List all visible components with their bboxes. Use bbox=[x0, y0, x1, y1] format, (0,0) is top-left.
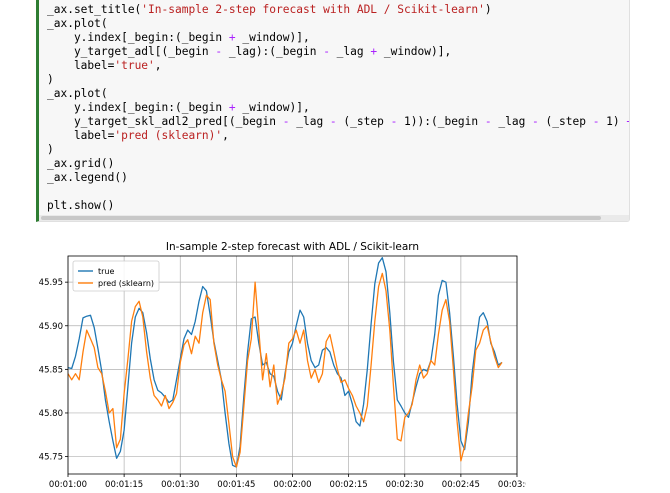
code-line: _ax.plot( bbox=[47, 87, 629, 101]
code-operator-token: - bbox=[532, 115, 539, 128]
code-token: ) bbox=[484, 3, 492, 16]
code-operator-token: - bbox=[323, 45, 330, 58]
x-tick-label: 00:02:00 bbox=[273, 480, 311, 490]
code-token: y_target_adl[(_begin bbox=[47, 45, 216, 58]
code-token: , bbox=[154, 59, 162, 72]
series-line-pred bbox=[67, 272, 503, 468]
code-token: 1)):(_begin bbox=[397, 115, 485, 128]
code-operator-token: + bbox=[370, 45, 378, 58]
code-line: label='pred (sklearn)', bbox=[47, 129, 629, 143]
code-token: _window)], bbox=[377, 45, 452, 58]
legend-label: true bbox=[98, 267, 114, 276]
code-token: ) bbox=[47, 143, 54, 156]
scrollbar-thumb[interactable] bbox=[41, 216, 601, 220]
x-tick-label: 00:02:45 bbox=[442, 480, 480, 490]
x-tick-label: 00:01:30 bbox=[161, 480, 199, 490]
code-editor[interactable]: _ax.set_title('In-sample 2-step forecast… bbox=[47, 3, 629, 213]
code-token: _window)], bbox=[235, 101, 310, 114]
code-token: _ax.set_title( bbox=[47, 3, 142, 16]
code-operator-token: - bbox=[484, 115, 492, 128]
code-token: _window)], bbox=[235, 31, 310, 44]
code-line: _ax.grid() bbox=[47, 157, 629, 171]
code-operator-token: - bbox=[592, 115, 600, 128]
code-token: _ax.plot( bbox=[47, 87, 108, 100]
y-tick-label: 45.75 bbox=[39, 453, 63, 463]
x-tick-label: 00:01:45 bbox=[217, 480, 255, 490]
code-token: _ax.plot( bbox=[47, 17, 108, 30]
x-tick-label: 00:01:00 bbox=[49, 480, 87, 490]
code-line: plt.show() bbox=[47, 199, 629, 213]
code-string-token: 'pred (sklearn)' bbox=[114, 129, 223, 142]
code-token: plt.show() bbox=[47, 199, 115, 212]
plot-frame bbox=[67, 255, 518, 475]
code-token: (_step bbox=[538, 115, 593, 128]
output-chart: In-sample 2-step forecast with ADL / Sci… bbox=[39, 241, 526, 490]
code-string-token: 'true' bbox=[114, 59, 155, 72]
code-line: _ax.legend() bbox=[47, 171, 629, 185]
code-string-token: 'In-sample 2-step forecast with ADL / Sc… bbox=[141, 3, 485, 16]
code-operator-token: + bbox=[228, 31, 236, 44]
code-token: 1) bbox=[599, 115, 627, 128]
x-tick-label: 00:03:00 bbox=[498, 480, 526, 490]
legend-box bbox=[72, 260, 160, 292]
code-line: _ax.plot( bbox=[47, 17, 629, 31]
code-line: _ax.set_title('In-sample 2-step forecast… bbox=[47, 3, 629, 17]
code-token: label= bbox=[47, 59, 115, 72]
code-token: _ax.grid() bbox=[47, 157, 115, 170]
code-line: label='true', bbox=[47, 59, 629, 73]
code-token: _ax.legend() bbox=[47, 171, 128, 184]
y-tick-label: 45.90 bbox=[39, 322, 63, 332]
y-tick-label: 45.95 bbox=[39, 278, 63, 288]
code-line: ) bbox=[47, 73, 629, 87]
chart-title: In-sample 2-step forecast with ADL / Sci… bbox=[166, 241, 419, 253]
code-operator-token: + bbox=[228, 101, 236, 114]
code-token: _lag):(_begin bbox=[222, 45, 324, 58]
code-operator-token: - bbox=[329, 115, 337, 128]
y-tick-label: 45.80 bbox=[39, 409, 63, 419]
code-cell[interactable]: _ax.set_title('In-sample 2-step forecast… bbox=[36, 0, 630, 222]
code-line: y.index[_begin:(_begin + _window)], bbox=[47, 101, 629, 115]
y-tick-label: 45.85 bbox=[39, 365, 63, 375]
code-token: y_target_skl_adl2_pred[(_begin bbox=[47, 115, 283, 128]
code-token: y.index[_begin:(_begin bbox=[47, 101, 229, 114]
code-line: y_target_adl[(_begin - _lag):(_begin - _… bbox=[47, 45, 629, 59]
code-line: y.index[_begin:(_begin + _window)], bbox=[47, 31, 629, 45]
x-tick-label: 00:01:15 bbox=[105, 480, 143, 490]
code-token: label= bbox=[47, 129, 115, 142]
code-token: (_step bbox=[336, 115, 391, 128]
code-operator-token: + bbox=[626, 115, 629, 128]
code-line: y_target_skl_adl2_pred[(_begin - _lag - … bbox=[47, 115, 629, 129]
legend-label: pred (sklearn) bbox=[98, 279, 154, 288]
code-token: _lag bbox=[329, 45, 371, 58]
code-operator-token: - bbox=[390, 115, 398, 128]
code-token: y.index[_begin:(_begin bbox=[47, 31, 229, 44]
code-operator-token: - bbox=[282, 115, 290, 128]
code-token: _lag bbox=[491, 115, 533, 128]
code-operator-token: - bbox=[215, 45, 223, 58]
code-token: _lag bbox=[289, 115, 330, 128]
code-token: ) bbox=[47, 73, 54, 86]
code-token: , bbox=[222, 129, 229, 142]
x-tick-label: 00:02:30 bbox=[386, 480, 424, 490]
code-line: ) bbox=[47, 143, 629, 157]
code-line bbox=[47, 185, 629, 199]
horizontal-scrollbar[interactable] bbox=[39, 215, 629, 221]
x-tick-label: 00:02:15 bbox=[330, 480, 368, 490]
